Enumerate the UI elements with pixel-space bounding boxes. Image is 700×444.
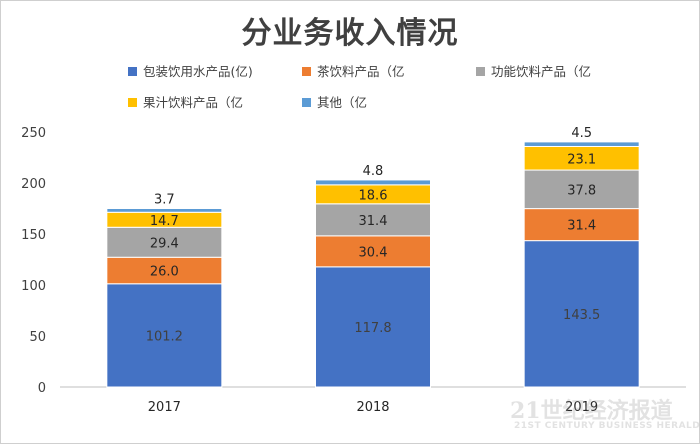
y-tick-label: 100 [21, 279, 46, 294]
data-label: 29.4 [150, 236, 179, 251]
legend-swatch [302, 98, 311, 107]
watermark-subtext: 21ST CENTURY BUSINESS HERALD [514, 421, 700, 431]
data-label: 31.4 [567, 219, 596, 234]
y-tick-label: 0 [38, 381, 46, 396]
data-label: 30.4 [359, 245, 388, 260]
bar-segment [106, 208, 223, 213]
legend-swatch [128, 67, 137, 76]
bars: 101.2 26.0 29.4 14.7 3.7 117.8 30.4 31.4 18.6 4.8… [106, 126, 640, 388]
bar-segment [106, 283, 223, 388]
legend-swatch [128, 98, 137, 107]
bar-segment [315, 179, 431, 186]
x-tick-label: 2017 [148, 400, 181, 415]
y-tick-label: 50 [29, 330, 46, 345]
y-tick-label: 200 [21, 177, 46, 192]
data-label: 101.2 [146, 329, 183, 344]
data-label: 31.4 [359, 214, 388, 229]
data-label: 26.0 [150, 265, 179, 280]
data-label: 18.6 [359, 188, 388, 203]
legend-label: 其他（亿 [317, 95, 367, 110]
data-label: 14.7 [150, 214, 179, 229]
data-label: 23.1 [567, 152, 596, 167]
bar-segment [523, 208, 640, 242]
x-tick-label: 2018 [356, 400, 389, 415]
x-tick-label: 2019 [565, 400, 598, 415]
data-label: 117.8 [354, 321, 391, 336]
bar-segment [315, 266, 431, 388]
legend-label: 果汁饮料产品（亿 [143, 95, 243, 110]
legend-swatch [476, 67, 485, 76]
legend-label: 茶饮料产品（亿 [317, 64, 405, 79]
bar-segment [315, 203, 431, 237]
chart-title: 分业务收入情况 [241, 16, 459, 51]
data-label: 4.8 [363, 164, 384, 179]
data-label: 3.7 [154, 193, 175, 208]
y-tick-label: 250 [21, 126, 46, 141]
legend-label: 包装饮用水产品(亿) [143, 64, 253, 79]
bar-segment [106, 226, 223, 258]
legend-label: 功能饮料产品（亿 [491, 64, 591, 79]
bar-segment [523, 240, 640, 388]
y-axis: 0 50 100 150 200 250 [21, 126, 46, 396]
bar-segment [315, 235, 431, 268]
bar-segment [523, 169, 640, 210]
watermark: 21世纪经济报道 21ST CENTURY BUSINESS HERALD [510, 393, 700, 437]
data-label: 4.5 [571, 126, 592, 141]
data-label: 143.5 [563, 308, 600, 323]
legend-swatch [302, 67, 311, 76]
bar-segment [523, 141, 640, 147]
watermark-text: 21世纪经济报道 [510, 398, 673, 424]
x-axis: 2017 2018 2019 [148, 400, 598, 415]
y-tick-label: 150 [21, 228, 46, 243]
data-label: 37.8 [567, 183, 596, 198]
